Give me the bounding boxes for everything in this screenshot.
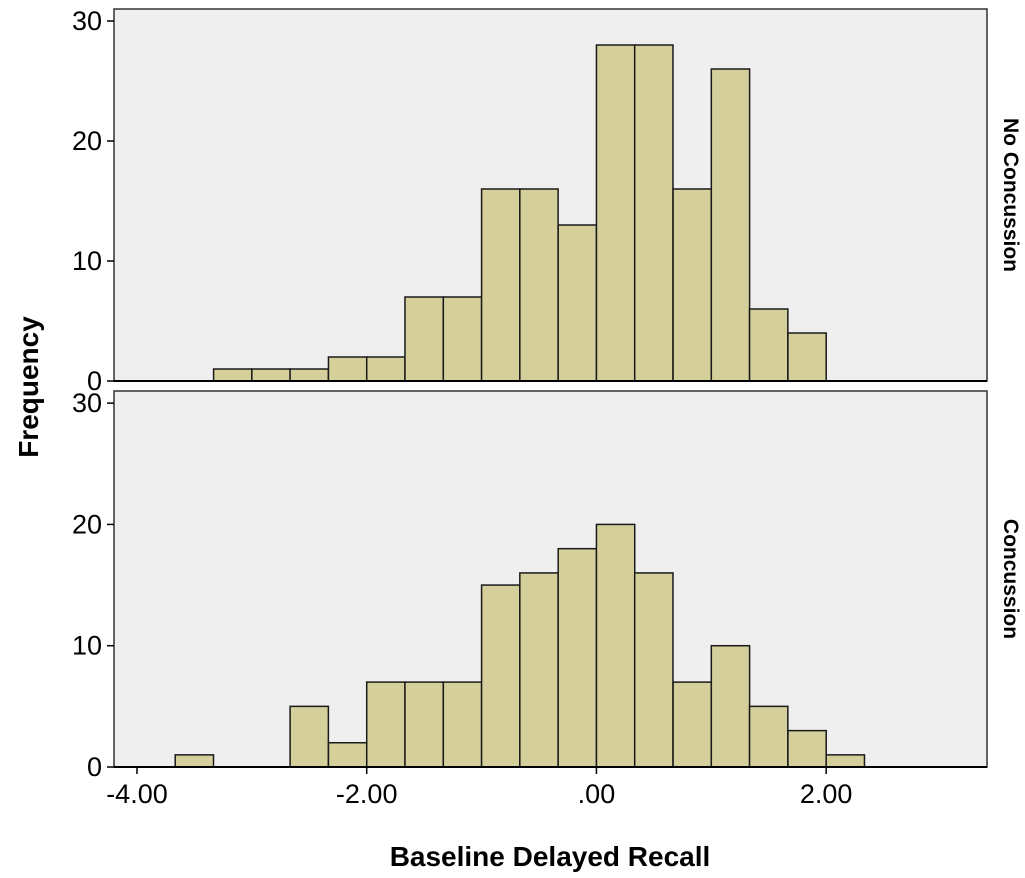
histogram-bar	[595, 44, 636, 382]
histogram-bar	[174, 754, 215, 768]
histogram-bar	[289, 705, 330, 768]
panels-group: 0 10 20 30 No Concussion 0 10 20 30 Concussion -4.…	[72, 6, 1022, 809]
histogram-bar	[212, 368, 253, 382]
y-tick-label: 30	[72, 6, 102, 36]
y-axis-title: Frequency	[13, 316, 44, 458]
x-axis-title: Baseline Delayed Recall	[390, 841, 711, 872]
histogram-bar	[557, 224, 598, 382]
histogram-bar	[710, 644, 751, 768]
panel-1: 0 10 20 30 No Concussion	[72, 6, 1022, 396]
histogram-bar	[480, 584, 521, 768]
x-tick-label: -4.00	[106, 779, 168, 809]
histogram-bar	[633, 44, 674, 382]
histogram-bar	[480, 188, 521, 382]
panel-label: Concussion	[999, 519, 1022, 639]
histogram-bar	[748, 705, 789, 768]
y-tick-label: 20	[72, 509, 102, 539]
histogram-bar	[365, 356, 406, 382]
histogram-bar	[633, 572, 674, 768]
y-tick-label: 10	[72, 631, 102, 661]
histogram-bar	[672, 681, 713, 768]
histogram-bar	[710, 68, 751, 382]
histogram-bar	[672, 188, 713, 382]
y-tick-label: 0	[87, 752, 102, 782]
y-tick-label: 30	[72, 388, 102, 418]
histogram-bar	[404, 296, 444, 382]
histogram-bar	[519, 572, 559, 768]
y-tick-label: 0	[87, 366, 102, 396]
histogram-bar	[557, 547, 598, 768]
histogram-bar	[442, 681, 483, 768]
panel-label: No Concussion	[999, 118, 1022, 272]
x-tick-label: 2.00	[800, 779, 853, 809]
y-tick-label: 20	[72, 126, 102, 156]
histogram-bar	[748, 308, 789, 382]
histogram-bar	[289, 368, 330, 382]
histogram-bar	[327, 356, 368, 382]
histogram-bar	[327, 741, 368, 768]
x-axis-ticks: -4.00 -2.00 .00 2.00	[106, 767, 852, 809]
histogram-bar	[595, 523, 636, 768]
histogram-bar	[825, 754, 866, 768]
histogram-bar	[787, 729, 827, 768]
histogram-bar	[365, 681, 406, 768]
histogram-bar	[442, 296, 483, 382]
x-tick-label: .00	[578, 779, 616, 809]
histogram-bar	[404, 681, 444, 768]
histogram-bar	[251, 368, 291, 382]
y-tick-label: 10	[72, 246, 102, 276]
histogram-bar	[519, 188, 559, 382]
panel-2: 0 10 20 30 Concussion	[72, 388, 1022, 782]
x-tick-label: -2.00	[336, 779, 398, 809]
histogram-bar	[787, 332, 827, 382]
